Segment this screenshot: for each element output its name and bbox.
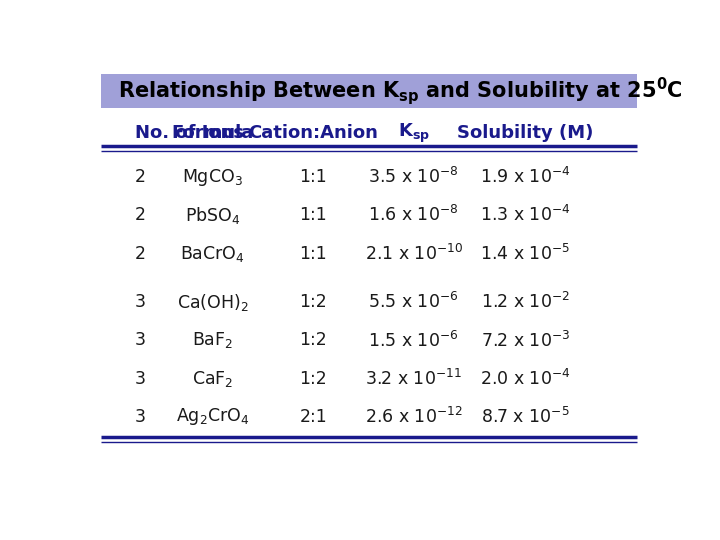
Text: Ca(OH)$_{\mathregular{2}}$: Ca(OH)$_{\mathregular{2}}$ bbox=[177, 292, 248, 313]
Text: Relationship Between K$_{\mathregular{sp}}$ and Solubility at 25$^{\mathregular{: Relationship Between K$_{\mathregular{sp… bbox=[118, 76, 683, 107]
Text: BaF$_{\mathregular{2}}$: BaF$_{\mathregular{2}}$ bbox=[192, 330, 233, 350]
Text: 2: 2 bbox=[135, 206, 145, 224]
Text: 1.4 x 10$^{\mathregular{-5}}$: 1.4 x 10$^{\mathregular{-5}}$ bbox=[480, 244, 570, 264]
Text: 2:1: 2:1 bbox=[300, 408, 327, 426]
Text: 7.2 x 10$^{\mathregular{-3}}$: 7.2 x 10$^{\mathregular{-3}}$ bbox=[481, 330, 570, 350]
Text: 1:2: 1:2 bbox=[300, 293, 327, 311]
Text: Formula: Formula bbox=[171, 124, 254, 143]
Text: 3: 3 bbox=[135, 370, 145, 388]
Text: 1:1: 1:1 bbox=[300, 206, 327, 224]
Text: Cation:Anion: Cation:Anion bbox=[248, 124, 378, 143]
Text: 3.5 x 10$^{\mathregular{-8}}$: 3.5 x 10$^{\mathregular{-8}}$ bbox=[369, 167, 459, 187]
Text: 1:2: 1:2 bbox=[300, 332, 327, 349]
Text: 3.2 x 10$^{\mathregular{-11}}$: 3.2 x 10$^{\mathregular{-11}}$ bbox=[365, 369, 462, 389]
Text: 1.5 x 10$^{\mathregular{-6}}$: 1.5 x 10$^{\mathregular{-6}}$ bbox=[369, 330, 459, 350]
Text: 2.6 x 10$^{\mathregular{-12}}$: 2.6 x 10$^{\mathregular{-12}}$ bbox=[365, 407, 462, 427]
Text: K$_{\mathregular{sp}}$: K$_{\mathregular{sp}}$ bbox=[397, 122, 430, 145]
Text: No. of Ions: No. of Ions bbox=[135, 124, 243, 143]
Text: 1:2: 1:2 bbox=[300, 370, 327, 388]
Text: 3: 3 bbox=[135, 293, 145, 311]
Text: 1.9 x 10$^{\mathregular{-4}}$: 1.9 x 10$^{\mathregular{-4}}$ bbox=[480, 167, 570, 187]
Text: 5.5 x 10$^{\mathregular{-6}}$: 5.5 x 10$^{\mathregular{-6}}$ bbox=[369, 292, 459, 312]
Text: 1:1: 1:1 bbox=[300, 245, 327, 262]
Text: Ag$_{\mathregular{2}}$CrO$_{\mathregular{4}}$: Ag$_{\mathregular{2}}$CrO$_{\mathregular… bbox=[176, 407, 250, 428]
Text: PbSO$_{\mathregular{4}}$: PbSO$_{\mathregular{4}}$ bbox=[185, 205, 240, 226]
Text: 3: 3 bbox=[135, 332, 145, 349]
Text: 3: 3 bbox=[135, 408, 145, 426]
Text: 2: 2 bbox=[135, 168, 145, 186]
Text: 8.7 x 10$^{\mathregular{-5}}$: 8.7 x 10$^{\mathregular{-5}}$ bbox=[481, 407, 570, 427]
Text: 2.0 x 10$^{\mathregular{-4}}$: 2.0 x 10$^{\mathregular{-4}}$ bbox=[480, 369, 570, 389]
Text: 2: 2 bbox=[135, 245, 145, 262]
Text: 1.3 x 10$^{\mathregular{-4}}$: 1.3 x 10$^{\mathregular{-4}}$ bbox=[480, 205, 570, 225]
Text: 2.1 x 10$^{\mathregular{-10}}$: 2.1 x 10$^{\mathregular{-10}}$ bbox=[364, 244, 463, 264]
Text: BaCrO$_{\mathregular{4}}$: BaCrO$_{\mathregular{4}}$ bbox=[181, 244, 245, 264]
FancyBboxPatch shape bbox=[101, 75, 637, 109]
Text: MgCO$_{\mathregular{3}}$: MgCO$_{\mathregular{3}}$ bbox=[182, 166, 243, 187]
Text: 1:1: 1:1 bbox=[300, 168, 327, 186]
Text: 1.6 x 10$^{\mathregular{-8}}$: 1.6 x 10$^{\mathregular{-8}}$ bbox=[369, 205, 459, 225]
Text: Solubility (M): Solubility (M) bbox=[457, 124, 593, 143]
Text: CaF$_{\mathregular{2}}$: CaF$_{\mathregular{2}}$ bbox=[192, 369, 233, 389]
Text: 1.2 x 10$^{\mathregular{-2}}$: 1.2 x 10$^{\mathregular{-2}}$ bbox=[481, 292, 570, 312]
